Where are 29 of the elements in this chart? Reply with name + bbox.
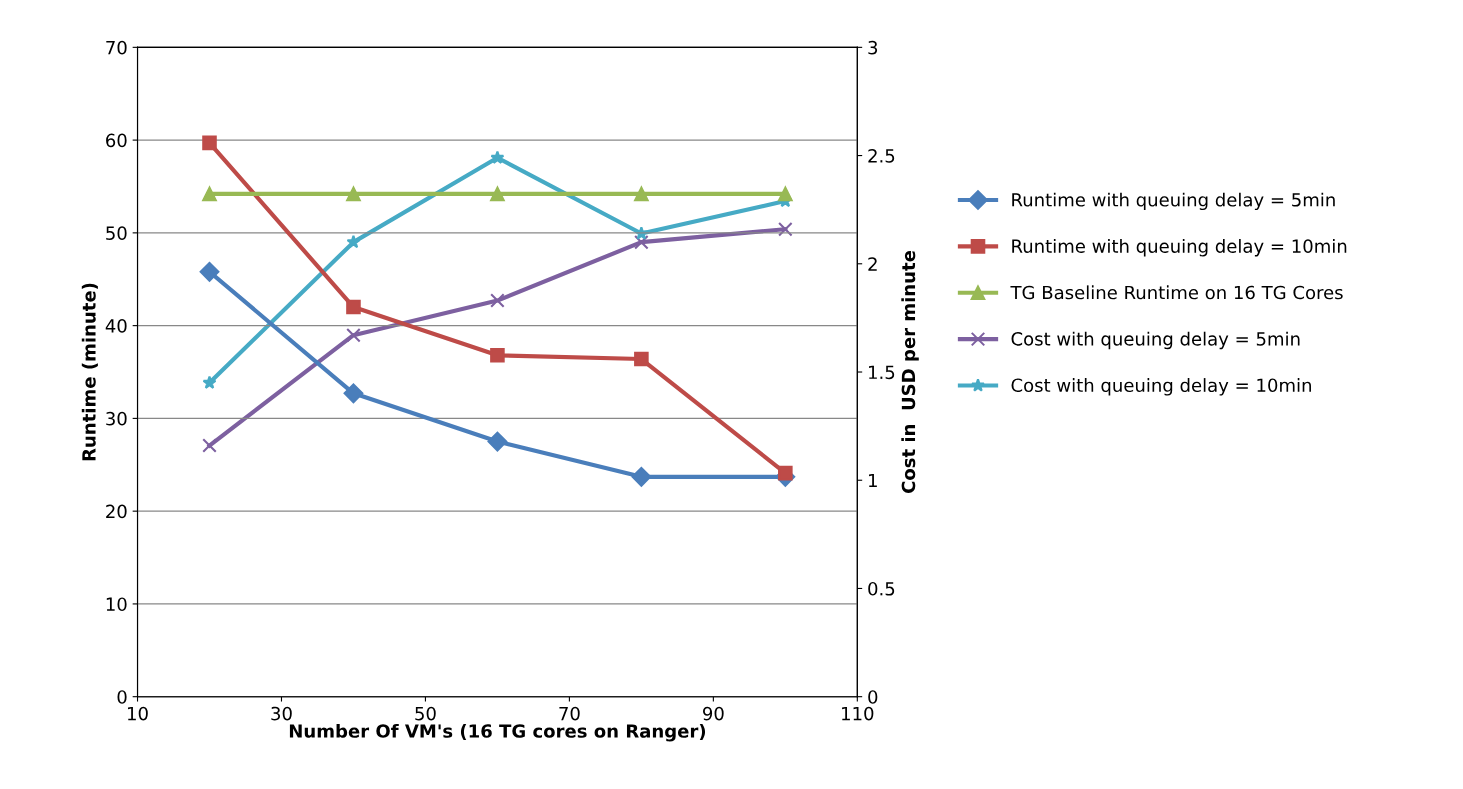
y-axis-title: Runtime (minute)	[81, 283, 98, 461]
y2-tick-label: 1.5	[869, 365, 895, 380]
legend-label: Runtime with queuing delay = 10min	[1012, 238, 1347, 257]
y-tick-label: 30	[106, 411, 127, 426]
legend-label: Runtime with queuing delay = 5min	[1012, 192, 1335, 211]
x-tick-label: 90	[703, 706, 724, 721]
x-tick-label: 10	[128, 706, 148, 721]
y-tick-label: 40	[105, 319, 127, 333]
y-tick-label: 10	[106, 597, 127, 612]
x-tick-label: 50	[415, 706, 436, 721]
legend-label: Cost with queuing delay = 10min	[1011, 378, 1311, 396]
y-tick-label: 20	[106, 504, 127, 519]
y2-tick-label: 0.5	[868, 581, 895, 596]
x-tick-label: 70	[559, 706, 580, 721]
y2-tick-label: 2.5	[868, 149, 895, 163]
y2-axis-title: Cost in USD per minute	[901, 250, 919, 494]
legend-label: Cost with queuing delay = 5min	[1011, 331, 1300, 350]
y-tick-label: 50	[106, 226, 127, 240]
y2-tick-label: 1	[869, 473, 877, 488]
y-tick-label: 70	[106, 40, 127, 55]
y-tick-label: 0	[117, 690, 127, 704]
y2-tick-label: 3	[868, 40, 878, 55]
x-tick-label: 30	[271, 706, 292, 721]
x-tick-label: 110	[842, 706, 874, 721]
y2-tick-label: 0	[868, 690, 878, 704]
y-tick-label: 60	[106, 133, 127, 148]
x-axis-title: Number Of VM's (16 TG cores on Ranger)	[289, 723, 706, 742]
legend-label: TG Baseline Runtime on 16 TG Cores	[1010, 285, 1343, 300]
y2-tick-label: 2	[868, 257, 877, 271]
